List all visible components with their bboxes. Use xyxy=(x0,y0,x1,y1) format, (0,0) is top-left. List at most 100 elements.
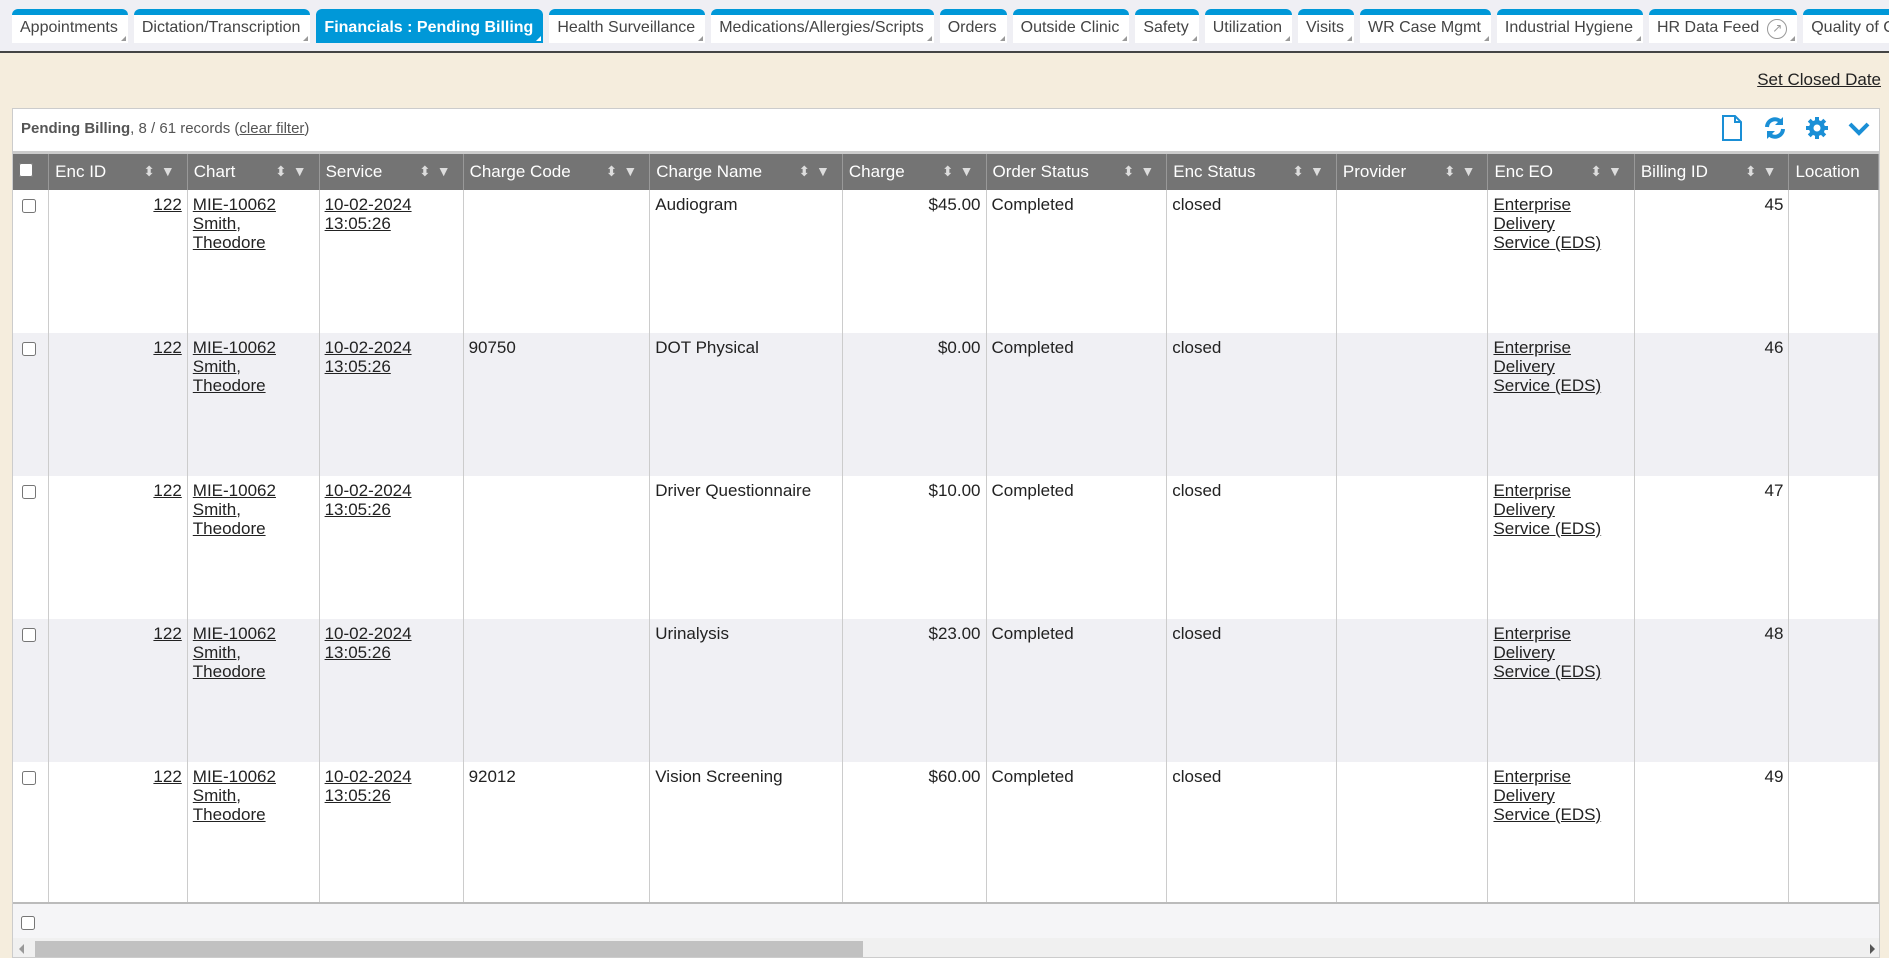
sort-icon[interactable]: ⬍ xyxy=(275,163,293,179)
service-date-link[interactable]: 10-02-2024 xyxy=(324,480,412,500)
row-checkbox[interactable] xyxy=(22,484,36,499)
enc-eo-link[interactable]: Service (EDS) xyxy=(1493,518,1602,538)
enc-eo-link[interactable]: Service (EDS) xyxy=(1493,804,1602,824)
column-header[interactable]: Chart ⬍▼ xyxy=(187,151,320,190)
filter-icon[interactable]: ▼ xyxy=(1461,163,1482,179)
column-header[interactable]: Billing ID ⬍▼ xyxy=(1634,151,1790,190)
tab-utilization[interactable]: Utilization xyxy=(1204,9,1293,43)
row-checkbox[interactable] xyxy=(22,341,36,356)
external-link-icon[interactable]: ↗ xyxy=(1767,19,1788,39)
service-time-link[interactable]: 13:05:26 xyxy=(324,356,391,376)
enc-eo-link[interactable]: Enterprise Delivery xyxy=(1493,337,1571,376)
sort-icon[interactable]: ⬍ xyxy=(798,163,817,179)
tab-quality-of-care[interactable]: Quality of Care xyxy=(1803,9,1889,43)
column-header[interactable]: Charge Code ⬍▼ xyxy=(463,151,651,190)
enc-eo-link[interactable]: Service (EDS) xyxy=(1493,232,1602,252)
filter-icon[interactable]: ▼ xyxy=(1607,163,1628,179)
sort-icon[interactable]: ⬍ xyxy=(1292,163,1311,179)
enc-eo-link[interactable]: Service (EDS) xyxy=(1493,661,1602,681)
tab-wr-case-mgmt[interactable]: WR Case Mgmt xyxy=(1359,9,1491,43)
sort-icon[interactable]: ⬍ xyxy=(1744,163,1763,179)
column-header[interactable]: Enc EO ⬍▼ xyxy=(1487,151,1635,190)
column-header[interactable]: Enc Status ⬍▼ xyxy=(1166,151,1337,190)
gear-icon[interactable] xyxy=(1805,115,1829,143)
filter-icon[interactable]: ▼ xyxy=(959,163,980,179)
enc-id-link[interactable]: 122 xyxy=(153,480,182,500)
table-row[interactable]: 122 MIE-10062 Smith, Theodore 10-02-2024 1… xyxy=(13,761,1879,905)
tab-hr-data-feed[interactable]: HR Data Feed ↗ xyxy=(1648,9,1798,43)
horizontal-scrollbar[interactable] xyxy=(13,938,1879,957)
tab-orders[interactable]: Orders xyxy=(939,9,1007,43)
patient-name-link[interactable]: Smith, Theodore xyxy=(192,213,266,252)
service-time-link[interactable]: 13:05:26 xyxy=(324,785,391,805)
row-checkbox[interactable] xyxy=(22,770,36,785)
set-closed-date-link[interactable]: Set Closed Date xyxy=(1757,70,1881,89)
tab-safety[interactable]: Safety xyxy=(1135,9,1199,43)
sort-icon[interactable]: ⬍ xyxy=(1443,163,1462,179)
clear-filter-link[interactable]: clear filter xyxy=(239,120,305,137)
service-date-link[interactable]: 10-02-2024 xyxy=(324,623,412,643)
column-header[interactable]: Order Status ⬍▼ xyxy=(986,151,1168,190)
tab-medications-allergies-scripts[interactable]: Medications/Allergies/Scripts xyxy=(711,9,934,43)
scroll-left-icon[interactable] xyxy=(19,944,24,954)
service-time-link[interactable]: 13:05:26 xyxy=(324,499,391,519)
table-row[interactable]: 122 MIE-10062 Smith, Theodore 10-02-2024 1… xyxy=(13,618,1879,762)
chart-id-link[interactable]: MIE-10062 xyxy=(192,623,276,643)
enc-eo-link[interactable]: Enterprise Delivery xyxy=(1493,194,1571,233)
chevron-down-icon[interactable] xyxy=(1847,115,1871,143)
filter-icon[interactable]: ▼ xyxy=(1140,163,1161,179)
chart-id-link[interactable]: MIE-10062 xyxy=(192,480,276,500)
sort-icon[interactable]: ⬍ xyxy=(418,163,437,179)
enc-eo-link[interactable]: Enterprise Delivery xyxy=(1493,766,1571,805)
filter-icon[interactable]: ▼ xyxy=(623,163,644,179)
tab-appointments[interactable]: Appointments xyxy=(12,9,128,43)
column-header[interactable]: Provider ⬍▼ xyxy=(1336,151,1489,190)
refresh-icon[interactable] xyxy=(1763,115,1787,143)
column-header[interactable]: Enc ID ⬍▼ xyxy=(48,151,188,190)
enc-eo-link[interactable]: Enterprise Delivery xyxy=(1493,480,1571,519)
enc-id-link[interactable]: 122 xyxy=(153,623,182,643)
tab-industrial-hygiene[interactable]: Industrial Hygiene xyxy=(1496,9,1643,43)
filter-icon[interactable]: ▼ xyxy=(816,163,836,179)
enc-id-link[interactable]: 122 xyxy=(153,194,182,214)
tab-outside-clinic[interactable]: Outside Clinic xyxy=(1012,9,1130,43)
sort-icon[interactable]: ⬍ xyxy=(1590,163,1608,179)
enc-eo-link[interactable]: Enterprise Delivery xyxy=(1493,623,1571,662)
row-checkbox[interactable] xyxy=(22,627,36,642)
filter-icon[interactable]: ▼ xyxy=(1762,163,1783,179)
filter-icon[interactable]: ▼ xyxy=(160,163,181,179)
row-checkbox[interactable] xyxy=(22,198,36,213)
sort-icon[interactable]: ⬍ xyxy=(1122,163,1141,179)
service-date-link[interactable]: 10-02-2024 xyxy=(324,766,412,786)
column-header[interactable]: Charge Name ⬍▼ xyxy=(649,151,843,190)
enc-id-link[interactable]: 122 xyxy=(153,766,182,786)
footer-checkbox[interactable] xyxy=(21,916,35,930)
filter-icon[interactable]: ▼ xyxy=(436,163,457,179)
enc-eo-link[interactable]: Service (EDS) xyxy=(1493,375,1602,395)
tab-dictation-transcription[interactable]: Dictation/Transcription xyxy=(133,9,311,43)
patient-name-link[interactable]: Smith, Theodore xyxy=(192,642,266,681)
chart-id-link[interactable]: MIE-10062 xyxy=(192,194,276,214)
scrollbar-thumb[interactable] xyxy=(35,941,863,957)
sort-icon[interactable]: ⬍ xyxy=(143,163,161,179)
tab-financials-pending-billing[interactable]: Financials : Pending Billing xyxy=(316,9,544,43)
tab-visits[interactable]: Visits xyxy=(1298,9,1354,43)
tab-health-surveillance[interactable]: Health Surveillance xyxy=(549,9,706,43)
column-header[interactable]: Charge ⬍▼ xyxy=(842,151,987,190)
new-document-icon[interactable] xyxy=(1721,115,1745,143)
scroll-right-icon[interactable] xyxy=(1870,944,1875,954)
service-date-link[interactable]: 10-02-2024 xyxy=(324,194,412,214)
sort-icon[interactable]: ⬍ xyxy=(605,163,624,179)
table-row[interactable]: 122 MIE-10062 Smith, Theodore 10-02-2024 1… xyxy=(13,475,1879,619)
patient-name-link[interactable]: Smith, Theodore xyxy=(192,356,266,395)
select-all-checkbox[interactable] xyxy=(19,162,33,177)
chart-id-link[interactable]: MIE-10062 xyxy=(192,766,276,786)
column-header[interactable]: Service ⬍▼ xyxy=(319,151,464,190)
service-time-link[interactable]: 13:05:26 xyxy=(324,642,391,662)
service-time-link[interactable]: 13:05:26 xyxy=(324,213,391,233)
filter-icon[interactable]: ▼ xyxy=(292,163,313,179)
filter-icon[interactable]: ▼ xyxy=(1310,163,1330,179)
patient-name-link[interactable]: Smith, Theodore xyxy=(192,499,266,538)
table-row[interactable]: 122 MIE-10062 Smith, Theodore 10-02-2024 1… xyxy=(13,332,1879,476)
service-date-link[interactable]: 10-02-2024 xyxy=(324,337,412,357)
